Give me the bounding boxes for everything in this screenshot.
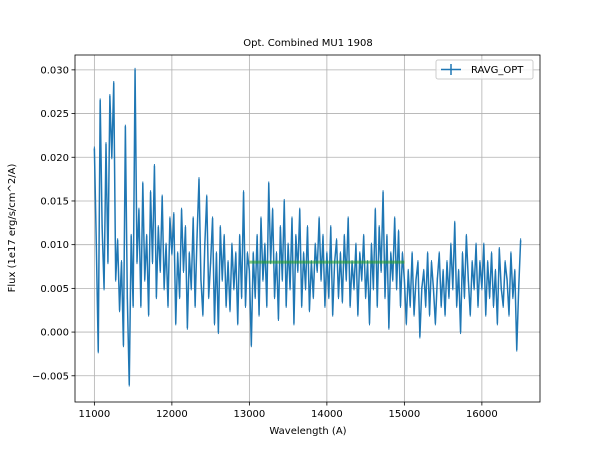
x-tick-label: 11000 — [78, 409, 110, 420]
x-tick-label: 14000 — [311, 409, 343, 420]
series-line-ravg-opt — [93, 69, 522, 386]
y-tick-label: 0.005 — [40, 284, 69, 295]
chart-title: Opt. Combined MU1 1908 — [243, 38, 372, 49]
y-tick-label: 0.030 — [40, 65, 69, 76]
x-tick-label: 12000 — [156, 409, 188, 420]
legend-label: RAVG_OPT — [471, 65, 524, 76]
legend: RAVG_OPT — [435, 59, 534, 80]
x-tick-label: 16000 — [466, 409, 498, 420]
legend-box — [435, 59, 534, 80]
y-tick-label: 0.020 — [40, 153, 69, 164]
y-tick-label: 0.025 — [40, 109, 69, 120]
x-axis-label: Wavelength (A) — [269, 426, 346, 437]
ticks: 11000 12000 13000 14000 15000 16000 −0.005 0.00… — [32, 65, 498, 420]
y-tick-label: 0.010 — [40, 240, 69, 251]
y-axis-label: Flux (1e17 erg/s/cm^2/A) — [7, 164, 18, 293]
y-tick-label: 0.000 — [40, 328, 69, 339]
x-tick-label: 15000 — [388, 409, 420, 420]
y-tick-label: 0.015 — [40, 196, 69, 207]
x-tick-label: 13000 — [233, 409, 265, 420]
plot-marks — [93, 67, 522, 387]
axes-frame — [74, 54, 541, 403]
y-tick-label: −0.005 — [32, 371, 69, 382]
